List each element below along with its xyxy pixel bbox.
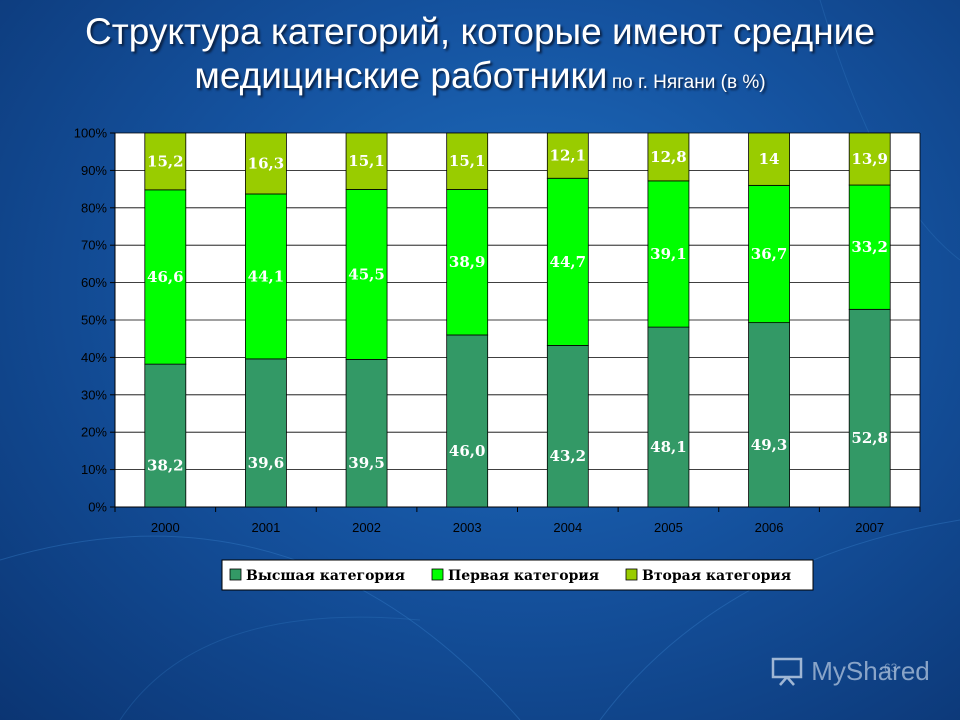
bar-segment (245, 132, 287, 195)
data-label: 15,1 (449, 152, 486, 170)
data-label: 33,2 (851, 238, 888, 256)
data-label: 44,7 (550, 253, 587, 271)
data-label: 12,8 (650, 148, 687, 166)
bar-segment (345, 359, 388, 508)
bar-segment (245, 358, 287, 508)
bar-segment (748, 184, 790, 324)
legend-box (221, 559, 814, 591)
legend-label: Первая категория (448, 568, 599, 584)
data-label: 45,5 (348, 265, 385, 283)
bar-segment (144, 189, 187, 365)
watermark-text: MyShared (811, 655, 930, 686)
y-tick-label: 10% (81, 462, 107, 477)
data-label: 15,1 (348, 152, 385, 170)
bar-segment (748, 322, 790, 508)
data-label: 38,9 (449, 253, 486, 271)
slide-title: Структура категорий, которые имеют средн… (0, 10, 960, 97)
data-label: 49,3 (751, 436, 788, 454)
data-label: 39,5 (348, 454, 385, 472)
y-tick-label: 100% (74, 126, 108, 141)
bar-segment (848, 184, 891, 310)
bar-segment (848, 132, 891, 186)
bar-segment (647, 326, 690, 508)
x-tick-label: 2005 (654, 520, 683, 535)
x-tick-label: 2002 (352, 520, 381, 535)
bar-segment (345, 132, 388, 190)
data-label: 38,2 (147, 457, 184, 475)
x-tick-label: 2006 (755, 520, 784, 535)
slide-number: 63 (884, 661, 898, 675)
data-label: 46,6 (147, 268, 184, 286)
bar-segment (546, 345, 589, 508)
data-label: 39,1 (650, 245, 687, 263)
data-label: 15,2 (147, 152, 184, 170)
data-label: 13,9 (851, 150, 888, 168)
legend-swatch (625, 568, 638, 581)
bar-segment (546, 132, 589, 179)
data-label: 44,1 (248, 267, 285, 285)
watermark-logo: MyShared (770, 654, 930, 687)
title-line-1: Структура категорий, которые имеют средн… (85, 11, 875, 52)
presentation-icon (771, 657, 803, 686)
bar-segment (446, 334, 489, 508)
y-tick-label: 0% (88, 500, 107, 515)
legend-swatch (431, 568, 444, 581)
legend-swatch (229, 568, 242, 581)
data-label: 16,3 (248, 154, 285, 172)
y-tick-label: 30% (81, 387, 107, 402)
y-tick-label: 20% (81, 425, 107, 440)
bar-segment (245, 193, 287, 360)
title-line-2: медицинские работники (194, 54, 608, 96)
data-label: 36,7 (751, 245, 788, 263)
bar-segment (446, 189, 489, 336)
bar-segment (748, 132, 790, 186)
data-label: 52,8 (851, 429, 888, 447)
legend-label: Высшая категория (246, 568, 405, 584)
bar-segment (144, 363, 187, 508)
y-tick-label: 70% (81, 238, 107, 253)
x-tick-label: 2003 (453, 520, 482, 535)
y-tick-label: 60% (81, 275, 107, 290)
x-tick-label: 2000 (151, 520, 180, 535)
data-label: 43,2 (550, 447, 587, 465)
bar-segment (446, 132, 489, 190)
y-tick-label: 80% (81, 200, 107, 215)
y-tick-label: 50% (81, 313, 107, 328)
y-tick-label: 40% (81, 350, 107, 365)
data-label: 48,1 (650, 438, 687, 456)
bar-segment (345, 189, 388, 360)
bar-segment (647, 132, 690, 182)
data-label: 14 (759, 150, 780, 168)
data-label: 39,6 (248, 454, 285, 472)
legend-label: Вторая категория (642, 568, 791, 584)
title-subtitle: по г. Нягани (в %) (611, 71, 766, 93)
x-tick-label: 2004 (553, 520, 582, 535)
bar-segment (848, 308, 891, 508)
bar-segment (546, 177, 589, 346)
y-tick-label: 90% (81, 163, 107, 178)
x-tick-label: 2001 (251, 520, 280, 535)
data-label: 12,1 (550, 147, 587, 165)
x-tick-label: 2007 (855, 520, 884, 535)
data-label: 46,0 (449, 442, 486, 460)
bar-segment (144, 132, 187, 191)
